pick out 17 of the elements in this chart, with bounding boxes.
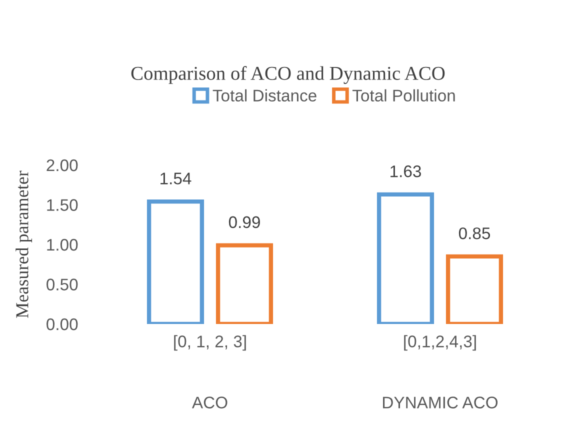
chart-title: Comparison of ACO and Dynamic ACO — [131, 66, 445, 84]
x-tick-label: [0,1,2,4,3] — [404, 335, 476, 351]
y-tick-label: 0.00 — [46, 318, 78, 330]
y-tick-label: 1.00 — [47, 238, 78, 251]
y-axis-title: Measured parameter — [16, 170, 32, 318]
y-tick-label: 0.50 — [46, 278, 78, 290]
legend-label: Total Pollution — [352, 89, 455, 102]
legend-label: Total Distance — [212, 89, 316, 102]
y-tick-label: 2.00 — [46, 159, 78, 172]
data-label: 1.63 — [390, 165, 421, 178]
y-tick-label: 1.50 — [47, 199, 78, 211]
data-label: 0.99 — [228, 216, 260, 228]
data-label: 0.85 — [458, 227, 490, 240]
data-label: 1.54 — [160, 172, 192, 184]
text: ACO — [192, 396, 228, 408]
x-tick-label: [0, 1, 2, 3] — [174, 335, 246, 351]
text: DYNAMIC ACO — [383, 396, 498, 408]
